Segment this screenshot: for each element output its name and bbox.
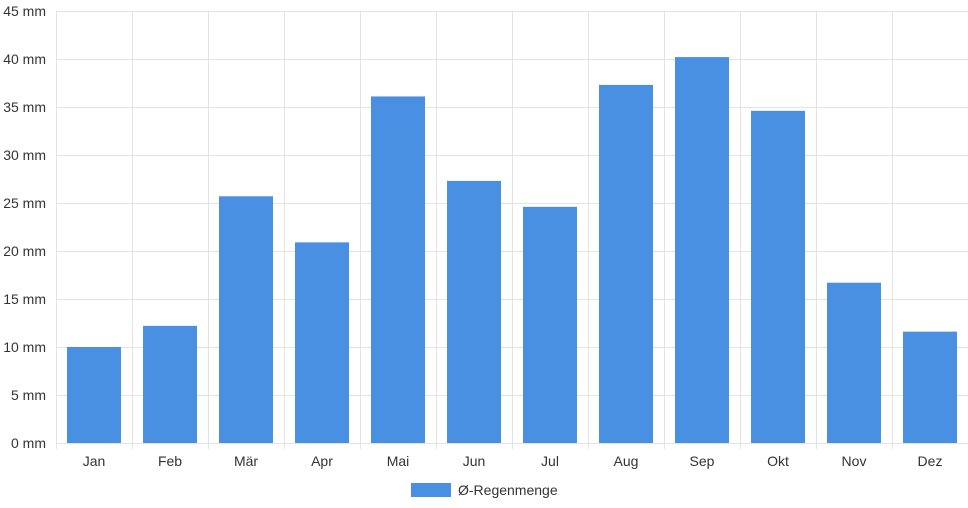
x-axis-ticks: Jan Feb Mär Apr Mai Jun Jul Aug Sep Okt Nov Dez	[83, 453, 943, 469]
bar-feb[interactable]	[143, 325, 197, 443]
legend-label[interactable]: Ø-Regenmenge	[458, 482, 558, 498]
x-tick-label: Nov	[842, 453, 867, 469]
bar-aug[interactable]	[599, 84, 653, 444]
bar-jan[interactable]	[67, 347, 121, 443]
bar-mär[interactable]	[219, 196, 273, 443]
x-tick-label: Okt	[767, 453, 789, 469]
bar-mai[interactable]	[371, 96, 425, 443]
y-tick-label: 15 mm	[3, 291, 46, 307]
x-tick-label: Jun	[463, 453, 486, 469]
grid	[56, 11, 968, 449]
y-tick-label: 45 mm	[3, 3, 46, 19]
x-tick-label: Mär	[234, 453, 258, 469]
x-tick-label: Dez	[918, 453, 943, 469]
x-tick-label: Aug	[614, 453, 639, 469]
y-tick-label: 35 mm	[3, 99, 46, 115]
y-tick-label: 25 mm	[3, 195, 46, 211]
legend[interactable]: Ø-Regenmenge	[411, 482, 558, 498]
y-tick-label: 30 mm	[3, 147, 46, 163]
bar-sep[interactable]	[675, 57, 729, 444]
x-tick-label: Apr	[311, 453, 333, 469]
bar-jul[interactable]	[523, 206, 577, 443]
bar-jun[interactable]	[447, 180, 501, 444]
x-tick-label: Jan	[83, 453, 106, 469]
y-tick-label: 40 mm	[3, 51, 46, 67]
y-tick-label: 20 mm	[3, 243, 46, 259]
y-tick-label: 5 mm	[11, 387, 46, 403]
y-tick-label: 0 mm	[11, 435, 46, 451]
x-tick-label: Feb	[158, 453, 182, 469]
bar-dez[interactable]	[903, 331, 957, 443]
bar-nov[interactable]	[827, 282, 881, 443]
y-tick-label: 10 mm	[3, 339, 46, 355]
bars	[67, 57, 957, 444]
x-tick-label: Mai	[387, 453, 410, 469]
x-tick-label: Jul	[541, 453, 559, 469]
bar-okt[interactable]	[751, 110, 805, 443]
x-tick-label: Sep	[690, 453, 715, 469]
legend-swatch[interactable]	[411, 483, 451, 497]
y-axis-ticks: 0 mm 5 mm 10 mm 15 mm 20 mm 25 mm 30 mm 35 mm 40…	[3, 3, 46, 451]
bar-apr[interactable]	[295, 242, 349, 443]
